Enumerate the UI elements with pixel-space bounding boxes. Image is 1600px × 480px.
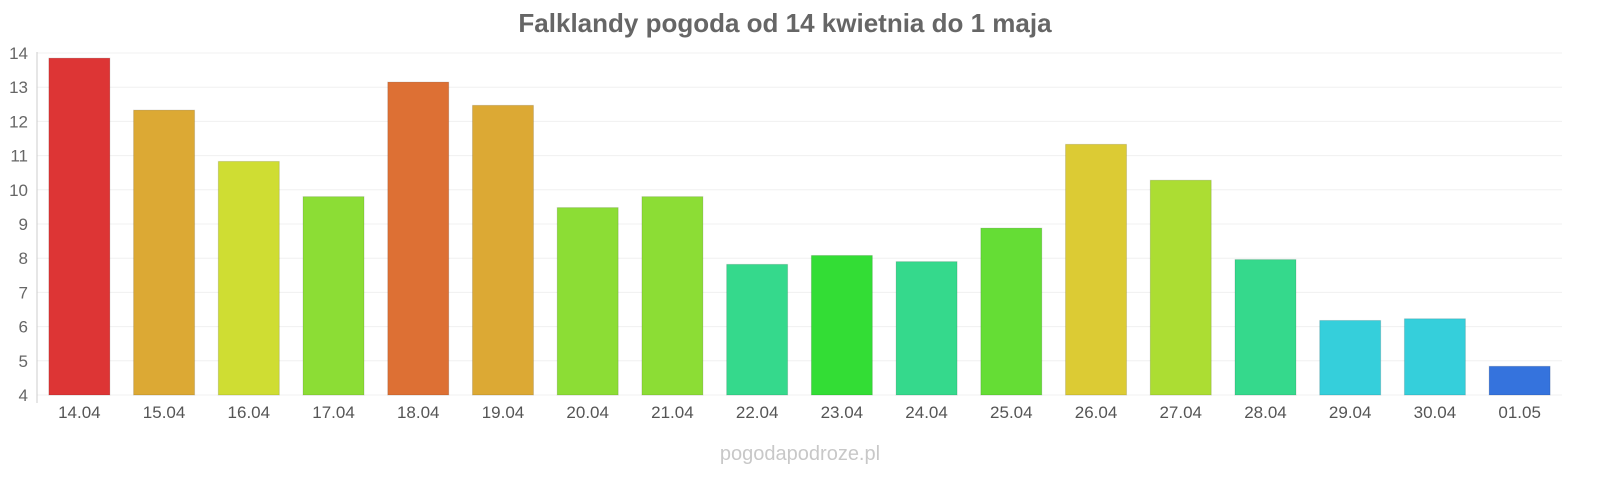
y-tick-label: 6 (19, 318, 28, 337)
x-tick-label: 15.04 (143, 403, 186, 422)
y-tick-label: 7 (19, 283, 28, 302)
bar (980, 227, 1043, 396)
bar (133, 109, 196, 396)
bar (471, 104, 534, 396)
x-tick-label: 22.04 (736, 403, 779, 422)
y-tick-label: 8 (19, 249, 28, 268)
bar (726, 263, 789, 396)
bar (48, 57, 111, 396)
bar (641, 196, 704, 396)
y-tick-label: 14 (9, 44, 28, 63)
x-tick-label: 28.04 (1244, 403, 1287, 422)
y-tick-label: 11 (10, 147, 28, 166)
x-tick-label: 26.04 (1075, 403, 1118, 422)
x-tick-label: 20.04 (566, 403, 609, 422)
x-tick-label: 21.04 (651, 403, 694, 422)
bar (217, 160, 280, 396)
x-tick-label: 17.04 (312, 403, 355, 422)
bar (810, 254, 873, 396)
x-tick-label: 25.04 (990, 403, 1033, 422)
x-tick-label: 30.04 (1414, 403, 1457, 422)
y-tick-label: 5 (19, 352, 28, 371)
bar (1403, 318, 1466, 396)
bar (1488, 365, 1551, 396)
bar (895, 261, 958, 396)
x-tick-label: 19.04 (482, 403, 525, 422)
bar (1234, 259, 1297, 396)
watermark: pogodapodroze.pl (720, 443, 880, 465)
x-tick-label: 18.04 (397, 403, 440, 422)
bar (556, 207, 619, 396)
x-tick-label: 14.04 (58, 403, 101, 422)
x-tick-label: 29.04 (1329, 403, 1372, 422)
bar (387, 81, 450, 396)
y-tick-label: 9 (19, 215, 28, 234)
x-tick-label: 27.04 (1159, 403, 1202, 422)
x-tick-label: 23.04 (821, 403, 864, 422)
y-tick-label: 10 (9, 181, 28, 200)
bar (1319, 319, 1382, 396)
x-tick-label: 16.04 (228, 403, 271, 422)
y-tick-label: 13 (9, 78, 28, 97)
chart-title: Falklandy pogoda od 14 kwietnia do 1 maj… (518, 8, 1052, 38)
x-tick-label: 24.04 (905, 403, 948, 422)
bar (1149, 179, 1212, 396)
y-tick-label: 12 (9, 112, 28, 131)
x-tick-label: 01.05 (1498, 403, 1541, 422)
y-tick-label: 4 (19, 386, 28, 405)
bar (1065, 143, 1128, 396)
bar (302, 196, 365, 396)
